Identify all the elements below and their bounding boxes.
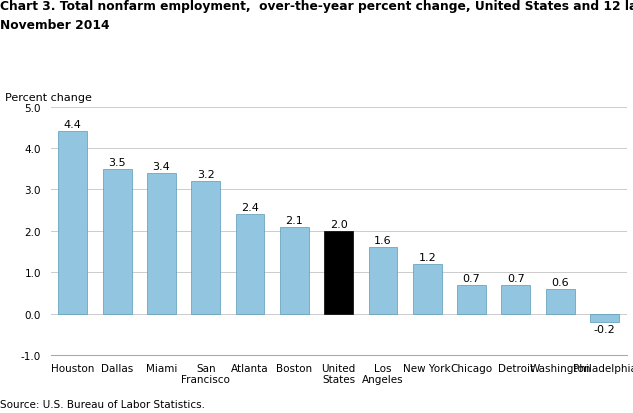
Text: 3.5: 3.5: [108, 157, 126, 167]
Bar: [280, 227, 309, 314]
Text: Source: U.S. Bureau of Labor Statistics.: Source: U.S. Bureau of Labor Statistics.: [0, 399, 205, 409]
Bar: [368, 248, 398, 314]
Text: 1.2: 1.2: [418, 252, 436, 262]
Bar: [413, 264, 442, 314]
Text: 0.7: 0.7: [507, 273, 525, 283]
Text: November 2014: November 2014: [0, 19, 110, 31]
Bar: [147, 173, 176, 314]
Bar: [546, 289, 575, 314]
Bar: [103, 169, 132, 314]
Text: 2.0: 2.0: [330, 219, 348, 229]
Bar: [501, 285, 530, 314]
Text: 2.4: 2.4: [241, 203, 259, 213]
Bar: [235, 215, 265, 314]
Bar: [58, 132, 87, 314]
Text: 1.6: 1.6: [374, 236, 392, 246]
Bar: [457, 285, 486, 314]
Text: 2.1: 2.1: [285, 215, 303, 225]
Text: 3.2: 3.2: [197, 170, 215, 180]
Text: 3.4: 3.4: [153, 161, 170, 171]
Bar: [324, 231, 353, 314]
Bar: [191, 182, 220, 314]
Text: 4.4: 4.4: [64, 120, 82, 130]
Bar: [590, 314, 619, 322]
Text: Chart 3. Total nonfarm employment,  over-the-year percent change, United States : Chart 3. Total nonfarm employment, over-…: [0, 0, 633, 13]
Text: 0.6: 0.6: [551, 277, 569, 287]
Text: 0.7: 0.7: [463, 273, 480, 283]
Text: -0.2: -0.2: [594, 324, 615, 334]
Text: Percent change: Percent change: [4, 93, 91, 102]
